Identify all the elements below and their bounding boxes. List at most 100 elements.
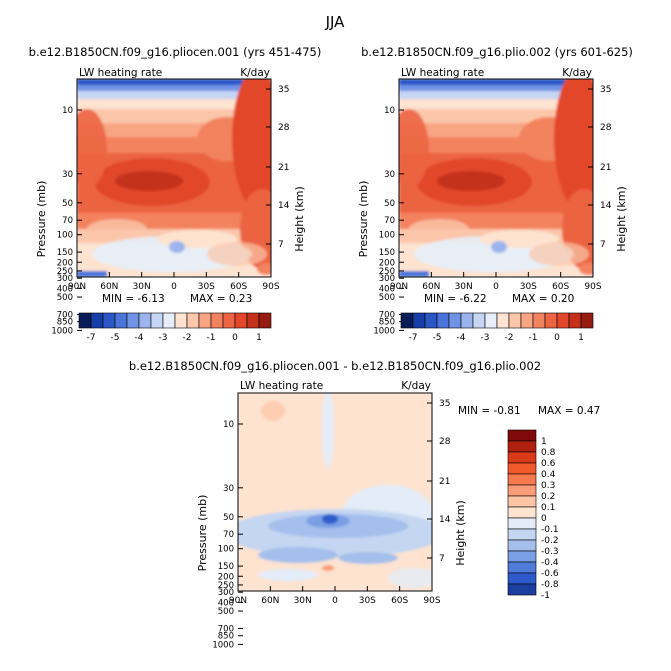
contour-patch bbox=[258, 569, 318, 581]
y2-tick-label: 21 bbox=[278, 163, 289, 173]
colorbar-label: -4 bbox=[135, 333, 144, 343]
colorbar-swatch bbox=[234, 312, 248, 329]
contour-patch bbox=[409, 219, 469, 239]
colorbar-label: -1 bbox=[529, 333, 538, 343]
colorbar-swatch bbox=[400, 312, 414, 329]
colorbar-swatch bbox=[186, 312, 200, 329]
y-tick-label: 150 bbox=[218, 562, 234, 572]
x-tick-label: 90S bbox=[584, 282, 601, 292]
colorbar-swatch bbox=[472, 312, 486, 329]
panel-1-units-label: K/day bbox=[240, 67, 270, 79]
colorbar-swatch bbox=[507, 429, 537, 442]
x-tick-label: 0 bbox=[332, 596, 338, 606]
colorbar-swatch bbox=[507, 451, 537, 464]
panel-2-max-label: MAX = 0.20 bbox=[512, 293, 574, 305]
contour-patch bbox=[554, 79, 593, 209]
colorbar-label: -1 bbox=[207, 333, 216, 343]
colorbar-swatch bbox=[496, 312, 510, 329]
colorbar-swatch bbox=[507, 528, 537, 541]
y-tick-label: 100 bbox=[218, 545, 234, 555]
contour-patch bbox=[169, 241, 185, 253]
y-tick-label: 70 bbox=[62, 216, 73, 226]
colorbar-swatch bbox=[114, 312, 128, 329]
x-tick-label: 60S bbox=[230, 282, 247, 292]
colorbar-label: -2 bbox=[505, 333, 514, 343]
colorbar-label: -7 bbox=[87, 333, 96, 343]
y-tick-label: 500 bbox=[379, 293, 395, 303]
y-tick-label: 700 bbox=[57, 310, 73, 320]
colorbar-swatch bbox=[222, 312, 236, 329]
contour-patch bbox=[322, 565, 334, 571]
y2-axis-label: Height (km) bbox=[615, 186, 628, 252]
colorbar-swatch bbox=[78, 312, 92, 329]
x-tick-label: 0 bbox=[493, 282, 499, 292]
panel-3-contour-field bbox=[238, 393, 432, 591]
contour-patch bbox=[322, 393, 334, 468]
contour-patch bbox=[491, 241, 507, 253]
y-axis-label: Pressure (mb) bbox=[35, 181, 48, 258]
panel-2-contour-field bbox=[399, 79, 593, 277]
colorbar-swatch bbox=[507, 539, 537, 552]
colorbar-label: 1 bbox=[578, 333, 584, 343]
contour-band bbox=[399, 91, 593, 99]
x-tick-label: 60S bbox=[391, 596, 408, 606]
colorbar-label: -0.8 bbox=[541, 580, 559, 590]
colorbar-label: 0.3 bbox=[541, 481, 555, 491]
colorbar-swatch bbox=[424, 312, 438, 329]
y-tick-label: 10 bbox=[62, 106, 73, 116]
contour-band bbox=[77, 79, 271, 85]
y2-tick-label: 7 bbox=[278, 240, 284, 250]
colorbar-label: -5 bbox=[433, 333, 442, 343]
colorbar-swatch bbox=[568, 312, 582, 329]
y-tick-label: 10 bbox=[384, 106, 395, 116]
contour-patch bbox=[388, 568, 432, 588]
panel-1-max-label: MAX = 0.23 bbox=[190, 293, 252, 305]
colorbar-swatch bbox=[162, 312, 176, 329]
colorbar-swatch bbox=[460, 312, 474, 329]
y2-tick-label: 28 bbox=[278, 123, 290, 133]
y-tick-label: 250 bbox=[218, 581, 234, 591]
colorbar-swatch bbox=[507, 572, 537, 585]
contour-patch bbox=[115, 171, 183, 191]
y-tick-label: 400 bbox=[379, 284, 395, 294]
panel-2-title: b.e12.B1850CN.f09_g16.plio.002 (yrs 601-… bbox=[361, 45, 633, 59]
contour-patch bbox=[258, 547, 338, 563]
colorbar-swatch bbox=[507, 484, 537, 497]
y-tick-label: 200 bbox=[218, 572, 234, 582]
colorbar-label: -3 bbox=[481, 333, 490, 343]
y-tick-label: 1000 bbox=[51, 326, 73, 336]
colorbar-swatch bbox=[507, 517, 537, 530]
panel-1-variable-label: LW heating rate bbox=[79, 67, 162, 79]
y-tick-label: 200 bbox=[57, 258, 73, 268]
contour-patch bbox=[77, 271, 107, 277]
y2-tick-label: 21 bbox=[600, 163, 611, 173]
contour-patch bbox=[338, 552, 398, 564]
y-tick-label: 250 bbox=[379, 267, 395, 277]
colorbar-swatch bbox=[150, 312, 164, 329]
y-tick-label: 850 bbox=[379, 318, 395, 328]
colorbar-swatch bbox=[102, 312, 116, 329]
y2-tick-label: 28 bbox=[600, 123, 612, 133]
y-tick-label: 150 bbox=[57, 248, 73, 258]
y-tick-label: 100 bbox=[57, 231, 73, 241]
y-tick-label: 30 bbox=[384, 170, 395, 180]
colorbar-swatch bbox=[210, 312, 224, 329]
colorbar-swatch bbox=[436, 312, 450, 329]
y-tick-label: 400 bbox=[218, 598, 234, 608]
y2-tick-label: 7 bbox=[439, 554, 445, 564]
y-tick-label: 500 bbox=[218, 607, 234, 617]
y2-tick-label: 35 bbox=[278, 85, 289, 95]
panel-3-variable-label: LW heating rate bbox=[240, 380, 323, 392]
contour-patch bbox=[87, 219, 147, 239]
y-tick-label: 700 bbox=[218, 624, 234, 634]
panel-3-title: b.e12.B1850CN.f09_g16.pliocen.001 - b.e1… bbox=[129, 359, 541, 373]
y2-axis-label: Height (km) bbox=[454, 500, 467, 566]
colorbar-swatch bbox=[507, 506, 537, 519]
x-tick-label: 90N bbox=[229, 596, 247, 606]
colorbar-label: -1 bbox=[541, 591, 550, 601]
contour-patch bbox=[77, 109, 107, 189]
colorbar-label: -2 bbox=[183, 333, 192, 343]
y-tick-label: 70 bbox=[223, 530, 234, 540]
x-tick-label: 30N bbox=[455, 282, 473, 292]
panel-1-title: b.e12.B1850CN.f09_g16.pliocen.001 (yrs 4… bbox=[29, 45, 322, 59]
